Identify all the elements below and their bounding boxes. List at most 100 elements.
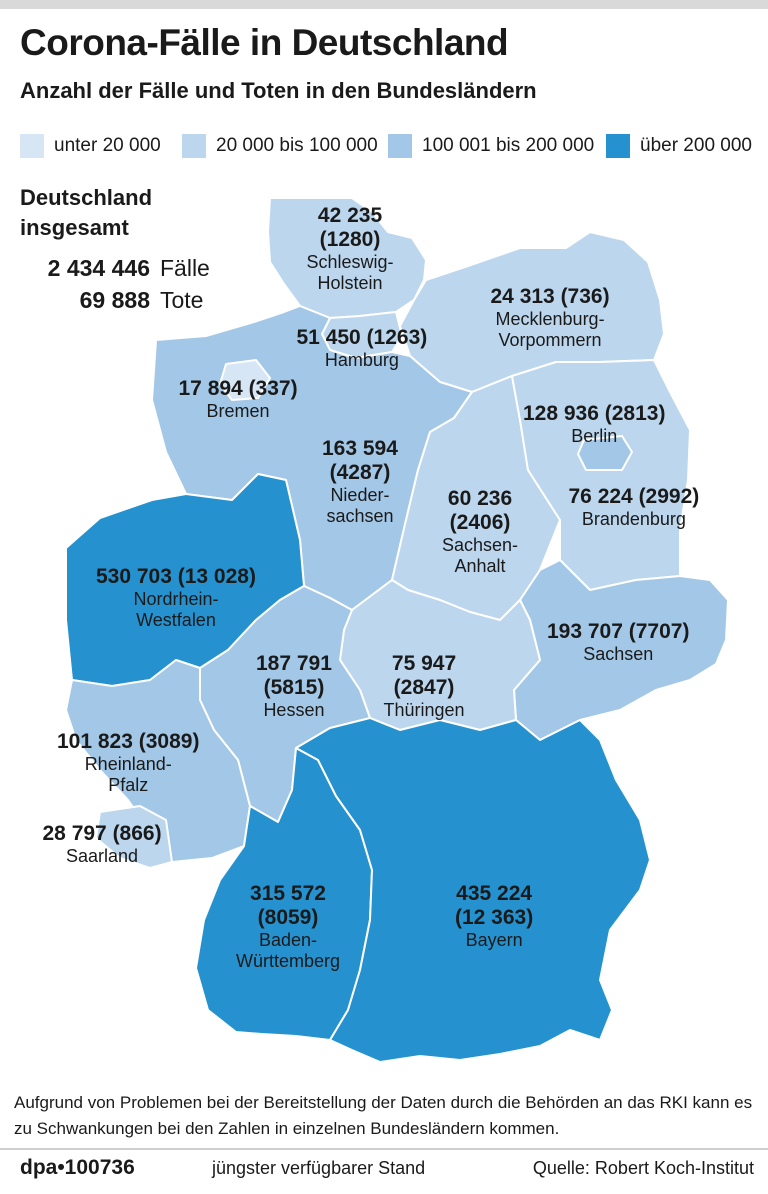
state-count-line: 60 236 <box>447 487 513 510</box>
label-hessen: 187 791 (5815) Hessen <box>256 652 332 721</box>
total-title-line2: insgesamt <box>20 215 129 240</box>
label-sachsen-anhalt: 60 236 (2406) Sachsen- Anhalt <box>442 487 518 577</box>
state-count-line: 435 224 <box>456 882 533 905</box>
state-name-line: Sachsen <box>583 644 654 665</box>
legend-label-2: 20 000 bis 100 000 <box>216 135 378 156</box>
germany-total: Deutschland insgesamt 2 434 446 Fälle 69 … <box>20 183 210 313</box>
legend-swatch-1 <box>20 134 44 158</box>
state-count-line: 163 594 <box>322 437 398 460</box>
disclaimer-note: Aufgrund von Problemen bei der Bereitste… <box>14 1093 753 1138</box>
label-berlin: 128 936 (2813) Berlin <box>523 402 665 447</box>
region-bremen <box>219 359 271 401</box>
total-deaths-label: Tote <box>160 287 204 313</box>
region-saarland <box>95 805 173 869</box>
legend-item-2: 20 000 bis 100 000 <box>182 132 378 160</box>
total-cases-row: 2 434 446 Fälle <box>20 255 210 282</box>
label-brandenburg: 76 224 (2992) Brandenburg <box>569 485 700 530</box>
region-berlin <box>577 435 633 471</box>
state-count-line: 28 797 (866) <box>42 822 162 845</box>
state-name-line: Baden- <box>258 930 318 951</box>
legend-item-3: 100 001 bis 200 000 <box>388 132 594 160</box>
state-count-line: 193 707 (7707) <box>547 620 690 643</box>
label-nordrhein-westfalen: 530 703 (13 028) Nordrhein- Westfalen <box>96 565 256 631</box>
state-count-line: 101 823 (3089) <box>57 730 200 753</box>
region-bayern <box>295 717 651 1063</box>
label-rheinland-pfalz: 101 823 (3089) Rheinland- Pfalz <box>57 730 199 796</box>
source-label: Quelle: Robert Koch-Institut <box>532 1158 754 1178</box>
legend: unter 20 000 20 000 bis 100 000 100 001 … <box>20 132 760 160</box>
state-count-line: (1280) <box>319 228 381 252</box>
state-count-line: 17 894 (337) <box>178 377 298 400</box>
state-count-line: (2406) <box>449 511 511 535</box>
state-name-line: Holstein <box>317 272 383 293</box>
state-count-line: (5815) <box>263 676 325 700</box>
legend-label-1: unter 20 000 <box>54 135 161 156</box>
state-count-line: 75 947 <box>391 652 457 675</box>
legend-swatch-4 <box>606 134 630 158</box>
label-bayern: 435 224 (12 363) Bayern <box>455 882 533 951</box>
top-bar <box>0 0 768 9</box>
state-count-line: 24 313 (736) <box>490 285 610 308</box>
state-name-line: Schleswig- <box>306 252 394 273</box>
state-name-line: Vorpommern <box>498 329 602 350</box>
state-count-line: 76 224 (2992) <box>568 485 700 508</box>
total-cases-label: Fälle <box>160 255 210 281</box>
state-count-line: 315 572 <box>250 882 326 905</box>
region-brandenburg <box>511 359 691 591</box>
page-subtitle: Anzahl der Fälle und Toten in den Bundes… <box>20 78 537 103</box>
legend-label-4: über 200 000 <box>640 135 752 156</box>
state-name-line: Nieder- <box>330 485 390 506</box>
dpa-logo: dpa•100736 <box>20 1156 135 1179</box>
state-name-line: Bremen <box>206 401 270 422</box>
label-saarland: 28 797 (866) Saarland <box>43 822 162 867</box>
state-name-line: Rheinland- <box>84 754 172 775</box>
state-name-line: Thüringen <box>383 700 465 721</box>
state-count-line: 51 450 (1263) <box>296 326 428 349</box>
total-cases-value: 2 434 446 <box>47 255 150 281</box>
total-deaths-row: 69 888 Tote <box>20 287 204 314</box>
label-bremen: 17 894 (337) Bremen <box>179 377 298 422</box>
label-niedersachsen: 163 594 (4287) Nieder-sachsen <box>322 437 398 527</box>
state-name-line: Nordrhein- <box>133 589 219 610</box>
legend-item-1: unter 20 000 <box>20 132 161 160</box>
state-name-line: Berlin <box>571 426 618 447</box>
state-name-line: Bayern <box>465 930 523 951</box>
total-deaths-value: 69 888 <box>79 287 150 313</box>
state-name-line: sachsen <box>326 505 394 526</box>
label-mecklenburg-vorpommern: 24 313 (736) Mecklenburg- Vorpommern <box>491 285 610 351</box>
state-name-line: Württemberg <box>236 950 341 971</box>
state-name-line: Westfalen <box>136 609 216 630</box>
state-count-line: (2847) <box>393 676 455 700</box>
state-name-line: Pfalz <box>108 774 149 795</box>
state-name-line: Saarland <box>66 846 139 867</box>
state-name-line: Hamburg <box>324 350 399 371</box>
state-count-line: (12 363) <box>455 906 534 930</box>
state-count-line: 187 791 <box>256 652 332 675</box>
state-name-line: Mecklenburg- <box>495 309 605 330</box>
label-schleswig-holstein: 42 235 (1280) Schleswig- Holstein <box>307 204 394 294</box>
total-title-line1: Deutschland <box>20 185 153 210</box>
state-count-line: 42 235 <box>317 204 383 227</box>
footer: dpa•100736 jüngster verfügbarer Stand Qu… <box>0 1152 768 1186</box>
state-count-line: (8059) <box>257 906 319 930</box>
legend-swatch-3 <box>388 134 412 158</box>
legend-item-4: über 200 000 <box>606 132 752 160</box>
footer-divider <box>0 1148 768 1150</box>
legend-swatch-2 <box>182 134 206 158</box>
state-name-line: Brandenburg <box>581 509 686 530</box>
label-hamburg: 51 450 (1263) Hamburg <box>297 326 428 371</box>
page-title: Corona-Fälle in Deutschland <box>20 22 509 63</box>
state-name-line: Hessen <box>263 700 325 721</box>
region-schleswig-holstein <box>267 197 427 319</box>
label-thueringen: 75 947 (2847) Thüringen <box>384 652 465 721</box>
label-baden-wuerttemberg: 315 572 (8059) Baden- Württemberg <box>236 882 340 972</box>
state-name-line: Sachsen- <box>442 535 519 556</box>
state-count-line: 530 703 (13 028) <box>96 565 256 588</box>
state-name-line: Anhalt <box>454 555 506 576</box>
stand-label: jüngster verfügbarer Stand <box>212 1158 426 1178</box>
legend-label-3: 100 001 bis 200 000 <box>422 135 595 156</box>
state-count-line: (4287) <box>329 461 391 485</box>
state-count-line: 128 936 (2813) <box>523 402 666 425</box>
label-sachsen: 193 707 (7707) Sachsen <box>547 620 689 665</box>
